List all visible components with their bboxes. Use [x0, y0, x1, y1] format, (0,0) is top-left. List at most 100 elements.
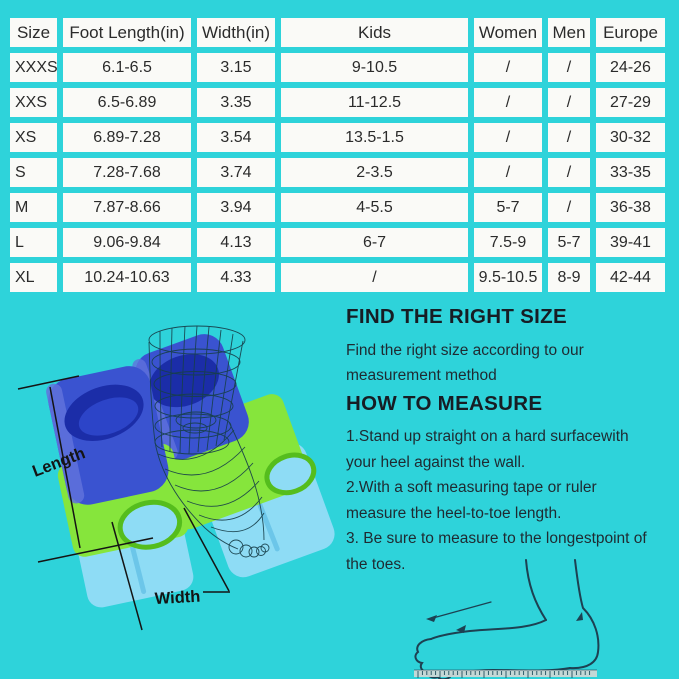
- header-cell: Men: [548, 18, 590, 47]
- header-cell: Foot Length(in): [63, 18, 191, 47]
- table-cell: 4-5.5: [281, 193, 468, 222]
- decorative-shape: [151, 348, 241, 376]
- table-cell: 7.28-7.68: [63, 158, 191, 187]
- table-cell: 2-3.5: [281, 158, 468, 187]
- table-cell: 5-7: [548, 228, 590, 257]
- header-cell: Kids: [281, 18, 468, 47]
- table-cell: 4.33: [197, 263, 275, 292]
- width-label: Width: [154, 588, 201, 608]
- table-cell: /: [474, 53, 542, 82]
- find-size-line: Find the right size according to our: [346, 342, 584, 359]
- table-cell: /: [548, 53, 590, 82]
- table-cell: 42-44: [596, 263, 665, 292]
- decorative-shape: [159, 330, 163, 448]
- measure-step-line: your heel against the wall.: [346, 453, 526, 471]
- table-cell: XS: [10, 123, 57, 152]
- decorative-shape: [154, 393, 234, 419]
- decorative-shape: [198, 496, 263, 521]
- measure-step-line: 1.Stand up straight on a hard surfacewit…: [346, 428, 629, 445]
- decorative-shape: [215, 333, 234, 447]
- table-cell: 36-38: [596, 193, 665, 222]
- table-cell: 8-9: [548, 263, 590, 292]
- measure-step-line: the toes.: [346, 555, 406, 573]
- decorative-shape: [164, 446, 246, 476]
- table-cell: XXS: [10, 88, 57, 117]
- table-cell: 6.89-7.28: [63, 123, 191, 152]
- table-cell: 3.35: [197, 88, 275, 117]
- table-cell: 3.74: [197, 158, 275, 187]
- table-cell: 3.15: [197, 53, 275, 82]
- find-size-text: Find the right size according to our mea…: [346, 339, 584, 388]
- decorative-shape: [127, 536, 147, 595]
- instep-arrowhead: [456, 625, 466, 633]
- decorative-shape: [78, 397, 139, 436]
- table-cell: /: [474, 158, 542, 187]
- fins-illustration: Length Width: [17, 325, 335, 631]
- how-to-measure-heading: HOW TO MEASURE: [346, 392, 543, 415]
- table-cell: 9-10.5: [281, 53, 468, 82]
- table-cell: XXXS: [10, 53, 58, 82]
- table-cell: 13.5-1.5: [281, 123, 468, 152]
- decorative-shape: [175, 411, 217, 429]
- table-cell: /: [474, 123, 542, 152]
- header-cell: Women: [474, 18, 542, 47]
- table-cell: 39-41: [596, 228, 665, 257]
- table-cell: 6-7: [281, 228, 468, 257]
- header-cell: Width(in): [197, 18, 275, 47]
- foot-measure-diagram: [414, 559, 600, 679]
- decorative-shape: [426, 612, 583, 633]
- left-fin-heel-window: [117, 499, 183, 550]
- table-cell: /: [548, 123, 590, 152]
- decorative-shape: [186, 480, 260, 507]
- heel-arrowhead: [576, 612, 583, 621]
- table-cell: /: [474, 88, 542, 117]
- table-cell: /: [281, 263, 468, 292]
- decorative-shape: [260, 543, 270, 553]
- measure-steps: 1.Stand up straight on a hard surfacewit…: [346, 424, 647, 577]
- table-cell: 6.5-6.89: [63, 88, 191, 117]
- decorative-shape: [174, 462, 254, 492]
- left-fin: [46, 366, 194, 608]
- find-size-line: measurement method: [346, 366, 497, 384]
- table-cell: 10.24-10.63: [63, 263, 191, 292]
- decorative-shape: [182, 422, 208, 434]
- toe-pointer-line: [432, 601, 492, 619]
- header-cell: Size: [10, 18, 57, 47]
- decorative-shape: [197, 326, 210, 453]
- table-cell: 7.5-9: [474, 228, 542, 257]
- decorative-shape: [179, 325, 186, 454]
- table-cell: /: [548, 88, 590, 117]
- dimension-annotations: [17, 375, 230, 631]
- decorative-shape: [188, 325, 198, 455]
- decorative-shape: [414, 559, 600, 679]
- decorative-shape: [228, 539, 244, 555]
- table-cell: 30-32: [596, 123, 665, 152]
- decorative-shape: [206, 329, 222, 451]
- table-cell: 9.5-10.5: [474, 263, 542, 292]
- decorative-shape: [64, 384, 144, 441]
- toe-arrowhead: [426, 615, 437, 622]
- measure-step-line: 2.With a soft measuring tape or ruler: [346, 479, 597, 496]
- foot-wireframe-mesh: [148, 325, 270, 558]
- width-extension-right: [183, 507, 230, 592]
- width-extension-left: [111, 521, 143, 631]
- table-cell: 24-26: [596, 53, 665, 82]
- foot-toes: [414, 638, 451, 679]
- decorative-shape: [223, 340, 244, 441]
- right-fin-heel-window: [264, 452, 317, 496]
- table-cell: S: [10, 158, 57, 187]
- table-cell: 9.06-9.84: [63, 228, 191, 257]
- length-dimension-line: [49, 386, 81, 549]
- table-cell: 11-12.5: [281, 88, 468, 117]
- foot-heel: [569, 559, 600, 670]
- foot-instep: [430, 619, 547, 640]
- table-cell: 4.13: [197, 228, 275, 257]
- decorative-shape: [154, 441, 239, 550]
- foot-front-shin: [525, 559, 547, 621]
- table-cell: XL: [10, 263, 57, 292]
- table-cell: 3.54: [197, 123, 275, 152]
- decorative-shape: [239, 544, 253, 558]
- table-cell: /: [548, 193, 590, 222]
- decorative-shape: [157, 429, 235, 460]
- decorative-shape: [169, 327, 173, 452]
